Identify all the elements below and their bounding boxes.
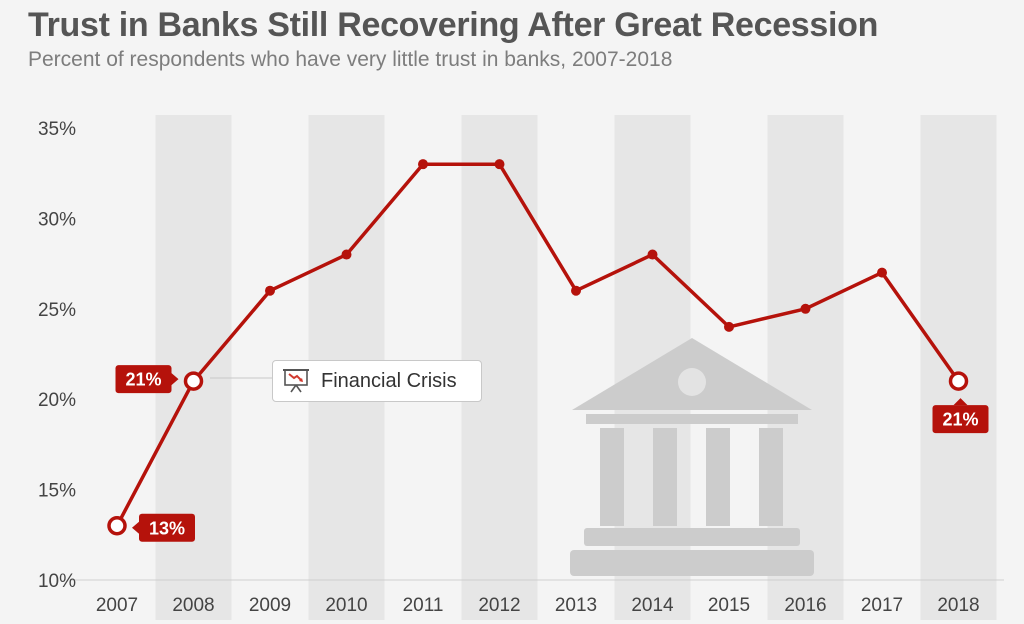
chart-title: Trust in Banks Still Recovering After Gr… <box>28 6 879 44</box>
y-tick-label: 30% <box>38 209 76 230</box>
data-label-2007: 13% <box>132 513 195 542</box>
data-label-text: 21% <box>942 410 978 430</box>
data-label-2008: 21% <box>115 365 179 394</box>
data-label-2018: 21% <box>932 398 989 434</box>
y-tick-label: 10% <box>38 571 76 592</box>
data-label-text: 21% <box>125 370 161 390</box>
trust-series-line <box>115 162 960 527</box>
data-point-2009 <box>265 285 275 296</box>
x-tick-label: 2008 <box>172 595 214 616</box>
x-axis: 2007 2008 2009 2010 2011 2012 2013 2014 2015 2016… <box>96 595 980 616</box>
financial-crisis-label: Financial Crisis <box>321 369 457 392</box>
x-tick-label: 2011 <box>403 595 444 616</box>
x-tick-label: 2014 <box>631 595 674 616</box>
column-band-2018 <box>920 115 997 620</box>
y-tick-label: 20% <box>38 390 76 411</box>
x-tick-label: 2007 <box>96 595 138 616</box>
data-point-2012 <box>494 159 505 170</box>
x-tick-label: 2012 <box>478 595 520 616</box>
bank-building-icon <box>570 338 814 576</box>
financial-crisis-callout: Financial Crisis <box>272 360 482 402</box>
data-points <box>107 159 969 536</box>
x-tick-label: 2009 <box>249 595 291 616</box>
data-label-text: 13% <box>149 518 185 538</box>
x-tick-label: 2016 <box>784 595 826 616</box>
x-tick-label: 2010 <box>325 595 367 616</box>
x-tick-label: 2015 <box>708 595 750 616</box>
data-point-2008 <box>183 371 204 391</box>
y-tick-label: 25% <box>38 300 76 321</box>
y-tick-label: 15% <box>38 481 76 502</box>
data-labels: 13% 21% 21% <box>115 365 989 542</box>
chart-subtitle: Percent of respondents who have very lit… <box>28 48 673 71</box>
data-point-2017 <box>877 267 887 278</box>
chart-down-icon <box>283 369 309 393</box>
y-tick-label: 35% <box>38 119 76 140</box>
data-point-2018 <box>948 371 969 391</box>
y-axis: 10% 15% 20% 25% 30% 35% <box>38 119 76 592</box>
data-point-2007 <box>107 516 127 536</box>
x-tick-label: 2013 <box>555 595 597 616</box>
data-point-2015 <box>724 321 734 332</box>
data-point-2010 <box>341 249 352 260</box>
x-tick-label: 2017 <box>861 595 903 616</box>
data-point-2014 <box>647 249 658 260</box>
data-point-2013 <box>571 285 581 296</box>
x-tick-label: 2018 <box>937 595 979 616</box>
data-point-2011 <box>418 159 428 170</box>
data-point-2016 <box>800 303 811 314</box>
